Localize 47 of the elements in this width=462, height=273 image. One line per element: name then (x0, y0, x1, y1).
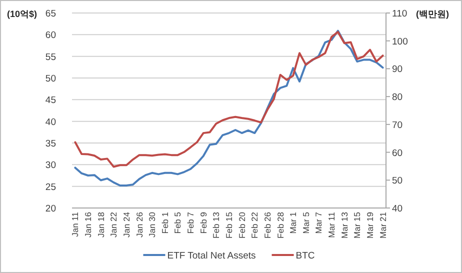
y2-tick-label: 90 (392, 64, 403, 76)
y-axis-title: (10억$) (7, 9, 38, 19)
x-tick-label: Feb 22 (250, 212, 260, 238)
x-tick-label: Mar 13 (339, 212, 350, 238)
y2-axis-title: (백만원) (416, 9, 449, 19)
x-tick-label: Feb 26 (262, 212, 272, 238)
legend-label: BTC (296, 250, 315, 262)
x-tick-label: Jan 24 (121, 212, 132, 238)
y2-tick-label: 100 (392, 36, 408, 48)
x-tick-label: Mar 19 (364, 212, 375, 238)
x-tick-label: Jan 11 (70, 212, 80, 237)
legend-label: ETF Total Net Assets (167, 250, 256, 262)
y-tick-label: 55 (45, 52, 56, 63)
x-tick-label: Mar 1 (288, 212, 298, 234)
x-tick-label: Feb 28 (275, 212, 286, 238)
y2-tick-label: 80 (392, 92, 403, 104)
y-tick-label: 30 (45, 160, 56, 172)
y-tick-label: 40 (45, 116, 56, 128)
x-tick-label: Feb 20 (236, 212, 247, 238)
y2-tick-label: 60 (392, 148, 403, 159)
x-tick-label: Feb 1 (160, 212, 170, 234)
y-tick-label: 45 (45, 95, 56, 106)
y2-tick-label: 70 (392, 120, 403, 131)
x-tick-label: Mar 15 (352, 212, 362, 238)
y2-tick-label: 110 (392, 8, 408, 20)
x-tick-label: Jan 16 (83, 212, 94, 238)
x-tick-label: Feb 13 (211, 212, 222, 238)
x-tick-label: Jan 26 (134, 212, 144, 238)
y2-tick-label: 40 (392, 204, 403, 214)
x-tick-label: Feb 5 (172, 212, 183, 234)
y-tick-label: 35 (45, 138, 56, 150)
y-tick-label: 20 (45, 204, 56, 214)
x-tick-label: Mar 11 (326, 212, 337, 238)
x-tick-label: Mar 7 (314, 212, 324, 234)
y-tick-label: 50 (45, 74, 56, 84)
y-tick-label: 25 (45, 182, 56, 193)
x-tick-label: Jan 18 (96, 212, 106, 238)
y-tick-label: 60 (45, 30, 56, 42)
y2-tick-label: 50 (392, 176, 403, 187)
x-tick-label: Mar 5 (300, 212, 311, 234)
x-tick-label: Feb 15 (224, 212, 234, 238)
x-tick-label: Jan 22 (108, 212, 119, 238)
x-tick-label: Feb 7 (186, 212, 196, 234)
x-tick-label: Mar 21 (378, 212, 388, 238)
x-tick-label: Feb 9 (198, 212, 208, 234)
x-tick-label: Jan 30 (147, 212, 158, 238)
y-tick-label: 65 (45, 8, 56, 20)
